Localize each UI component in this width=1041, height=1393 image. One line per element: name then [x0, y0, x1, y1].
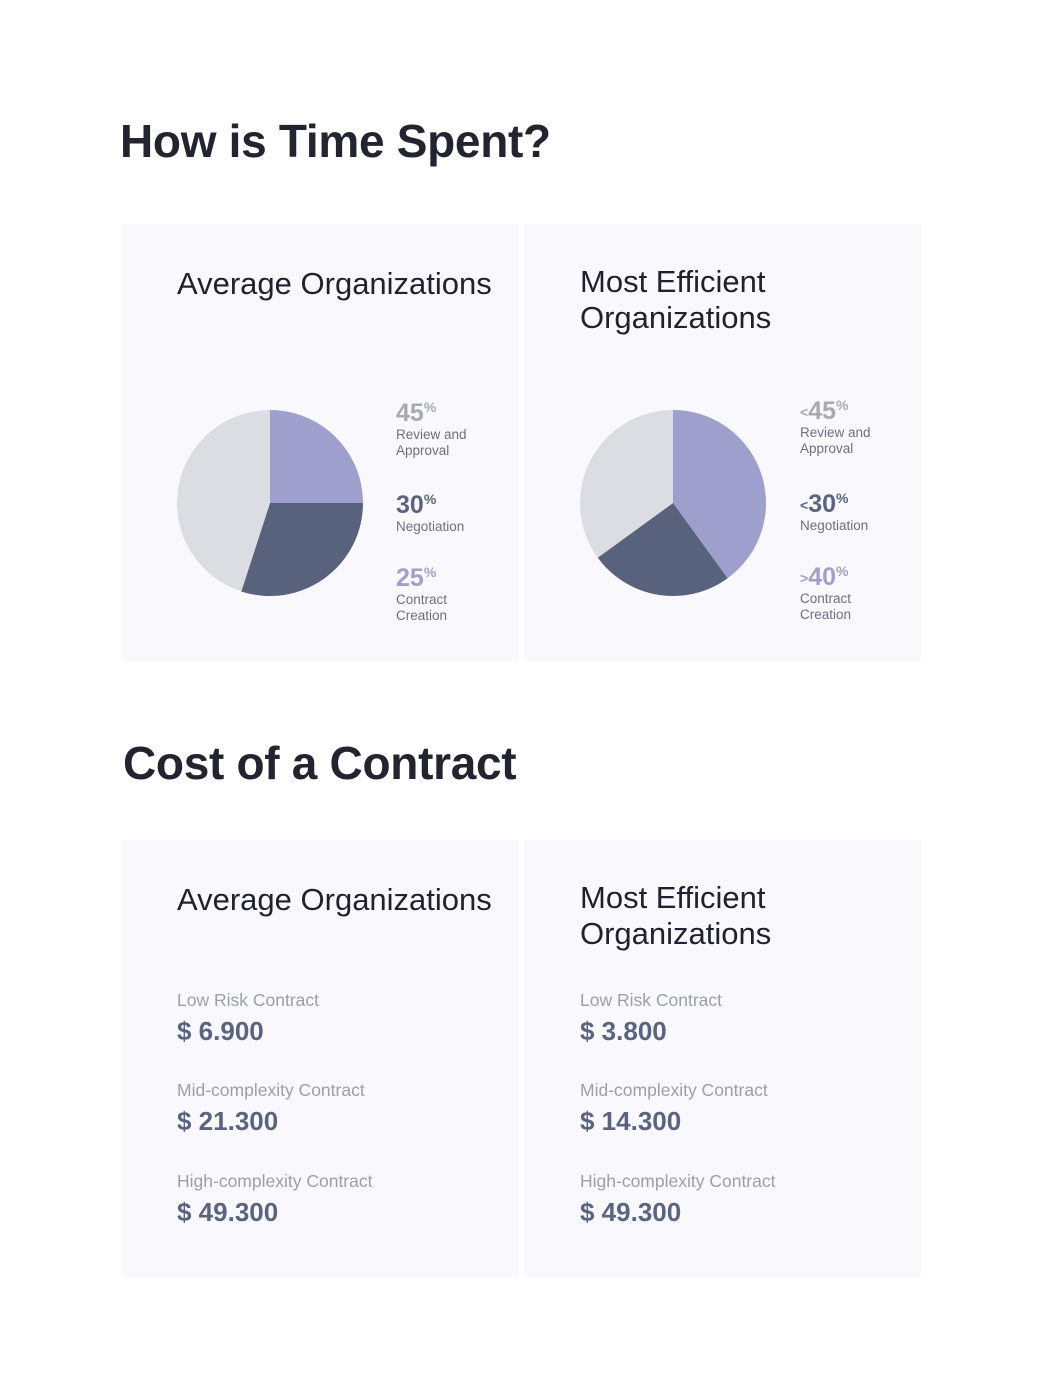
legend-item-creation: >40% Contract Creation: [800, 558, 910, 623]
legend-item-review: <45% Review and Approval: [800, 392, 910, 457]
legend-value: >40%: [800, 563, 849, 591]
legend-item-creation: 25% Contract Creation: [396, 559, 506, 624]
legend-value: <30%: [800, 490, 849, 518]
legend-value: <45%: [800, 397, 849, 425]
section-title-time: How is Time Spent?: [120, 115, 551, 167]
pie-slice-negotiation: [597, 503, 728, 596]
legend-label: Contract Creation: [800, 591, 852, 622]
pie-slice-review: [176, 410, 270, 592]
cost-panel-efficient: Most Efficient Organizations Low Risk Co…: [524, 840, 921, 1277]
cost-label: Mid-complexity Contract: [580, 1080, 768, 1100]
pie-chart: [176, 410, 363, 596]
panel-heading: Most Efficient Organizations: [580, 880, 772, 951]
legend-value: 30%: [396, 491, 437, 519]
pie-chart: [580, 410, 766, 596]
legend-label: Review and Approval: [396, 427, 467, 458]
cost-item-mid-complexity: Mid-complexity Contract $ 21.300: [177, 1080, 365, 1136]
cost-value: $ 21.300: [177, 1106, 279, 1136]
legend-item-negotiation: 30% Negotiation: [396, 486, 506, 535]
cost-label: High-complexity Contract: [580, 1171, 776, 1191]
cost-label: Mid-complexity Contract: [177, 1080, 365, 1100]
legend-label: Negotiation: [396, 519, 465, 534]
cost-item-high-complexity: High-complexity Contract $ 49.300: [177, 1171, 372, 1227]
legend-item-review: 45% Review and Approval: [396, 394, 506, 459]
cost-item-low-risk: Low Risk Contract $ 6.900: [177, 990, 319, 1046]
panel-heading: Average Organizations: [177, 266, 492, 301]
pie-slice-review: [580, 410, 673, 558]
legend-value: 45%: [396, 399, 437, 427]
legend-value: 25%: [396, 564, 437, 592]
cost-value: $ 49.300: [177, 1197, 279, 1227]
pie-slice-creation: [270, 410, 363, 503]
time-panel-average: Average Organizations 45% Review and App…: [122, 224, 519, 661]
pie-slice-creation: [673, 410, 766, 579]
cost-item-high-complexity: High-complexity Contract $ 49.300: [580, 1171, 775, 1227]
cost-label: Low Risk Contract: [177, 990, 319, 1010]
legend-label: Review and Approval: [800, 425, 871, 456]
cost-value: $ 3.800: [580, 1016, 667, 1046]
cost-value: $ 49.300: [580, 1197, 682, 1227]
section-title-cost: Cost of a Contract: [123, 737, 517, 789]
cost-item-mid-complexity: Mid-complexity Contract $ 14.300: [580, 1080, 768, 1136]
panel-heading: Most Efficient Organizations: [580, 264, 772, 335]
cost-label: Low Risk Contract: [580, 990, 722, 1010]
time-panel-efficient: Most Efficient Organizations <45% Review…: [524, 224, 921, 661]
legend-item-negotiation: <30% Negotiation: [800, 485, 910, 534]
cost-label: High-complexity Contract: [177, 1171, 373, 1191]
cost-item-low-risk: Low Risk Contract $ 3.800: [580, 990, 722, 1046]
legend-label: Contract Creation: [396, 592, 448, 623]
cost-value: $ 14.300: [580, 1106, 682, 1136]
pie-slice-negotiation: [241, 503, 363, 596]
legend-label: Negotiation: [800, 518, 869, 533]
panel-heading: Average Organizations: [177, 882, 492, 917]
cost-value: $ 6.900: [177, 1016, 264, 1046]
cost-panel-average: Average Organizations Low Risk Contract …: [122, 840, 519, 1277]
